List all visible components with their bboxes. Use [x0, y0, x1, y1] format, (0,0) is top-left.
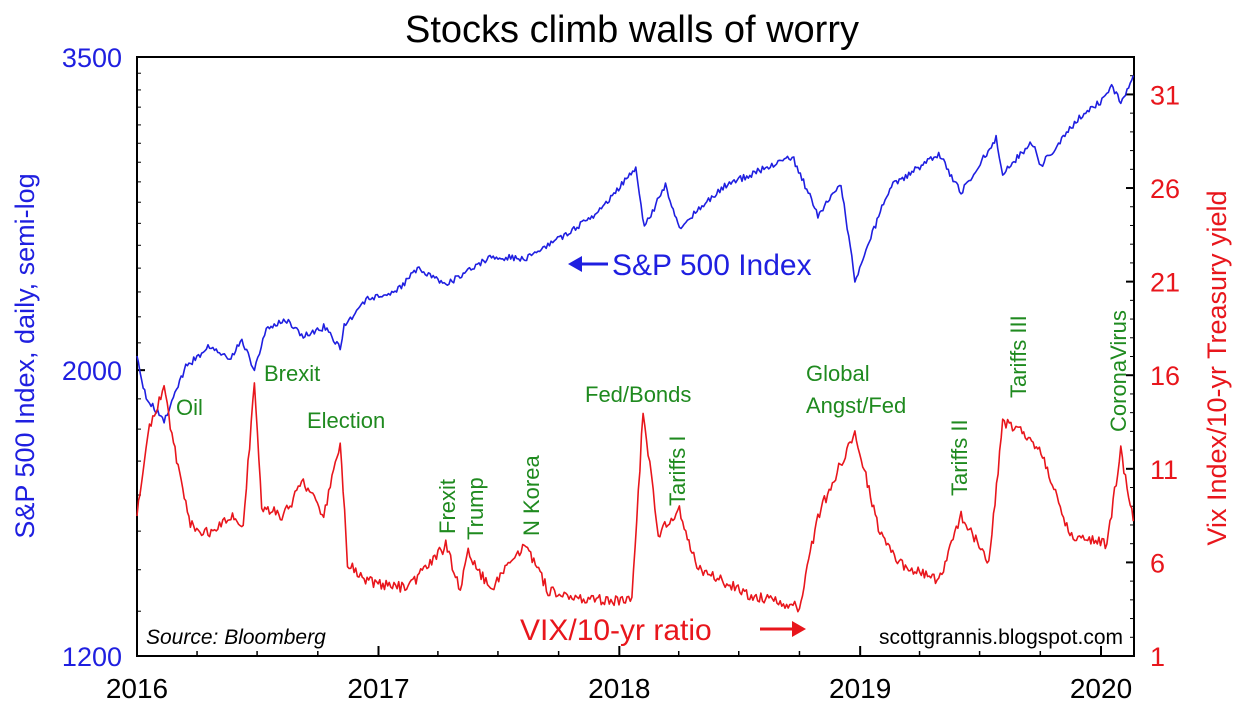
vix-ratio-line	[136, 382, 1135, 613]
sp500-series-label: S&P 500 Index	[568, 249, 812, 282]
plot-area-frame	[136, 56, 1135, 657]
left-tick-label: 1200	[62, 642, 122, 672]
vix-series-label: VIX/10-yr ratio	[520, 614, 806, 647]
x-tick-label: 2016	[106, 673, 168, 704]
x-tick-label: 2019	[829, 673, 891, 704]
right-tick-label: 11	[1150, 455, 1178, 485]
vix-label-text: VIX/10-yr ratio	[520, 614, 712, 647]
sp500-line	[136, 75, 1135, 424]
event-label: Tariffs II	[947, 419, 972, 496]
right-tick-label: 1	[1150, 642, 1165, 672]
event-label: Angst/Fed	[806, 393, 906, 418]
event-label: Oil	[176, 395, 203, 420]
sp500-label-arrow-head	[568, 256, 582, 272]
event-label: Global	[806, 361, 870, 386]
source-note: Source: Bloomberg	[146, 626, 326, 649]
right-tick-label: 21	[1150, 268, 1180, 298]
left-tick-label: 3500	[62, 43, 122, 73]
event-label: Brexit	[264, 361, 320, 386]
event-label: CoronaVirus	[1106, 310, 1131, 432]
series-layer	[136, 75, 1135, 613]
chart-title: Stocks climb walls of worry	[405, 9, 859, 51]
event-label: Tariffs I	[665, 435, 690, 506]
annotation-layer: Oil Brexit Election Frexit Trump N Korea Fed/B…	[176, 310, 1131, 540]
x-tick-label: 2020	[1070, 673, 1132, 704]
x-tick-label: 2017	[347, 673, 409, 704]
left-y-axis: 1200 2000 3500	[62, 43, 145, 672]
credit-note: scottgrannis.blogspot.com	[879, 626, 1123, 649]
sp500-label-text: S&P 500 Index	[612, 249, 812, 282]
x-axis: 2016 2017 2018 2019 2020	[106, 646, 1132, 704]
event-label: Tariffs III	[1006, 315, 1031, 398]
left-tick-label: 2000	[62, 356, 122, 386]
vix-label-arrow-head	[792, 621, 806, 637]
event-label: Election	[307, 408, 385, 433]
event-label: Frexit	[435, 479, 460, 534]
right-tick-label: 31	[1150, 80, 1180, 110]
right-tick-label: 26	[1150, 174, 1180, 204]
right-tick-label: 16	[1150, 361, 1180, 391]
event-label: Trump	[463, 477, 488, 540]
event-label: Fed/Bonds	[585, 382, 691, 407]
left-axis-title: S&P 500 Index, daily, semi-log	[10, 173, 40, 538]
event-label: N Korea	[519, 455, 544, 536]
right-axis-title: Vix Index/10-yr Treasury yield	[1202, 190, 1232, 545]
x-tick-label: 2018	[588, 673, 650, 704]
right-tick-label: 6	[1150, 548, 1165, 578]
